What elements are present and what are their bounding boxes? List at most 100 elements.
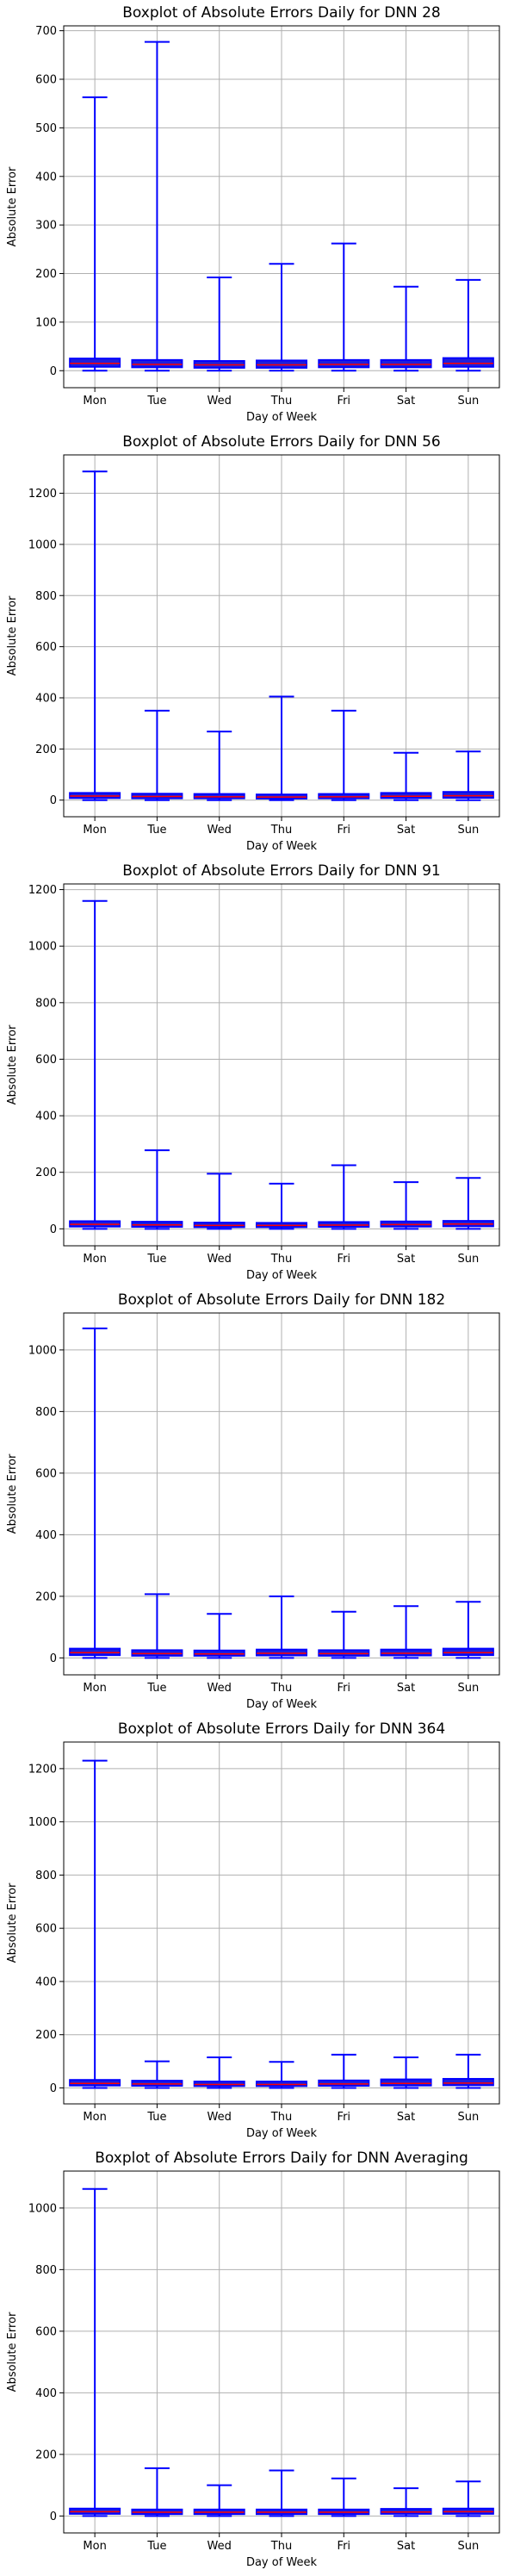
x-tick-label: Wed (208, 824, 232, 837)
y-tick-label: 800 (35, 2264, 57, 2277)
x-tick-label: Wed (208, 2111, 232, 2124)
x-tick-label: Thu (270, 1682, 292, 1695)
y-tick-label: 1000 (28, 1344, 57, 1357)
box-wed (193, 1173, 245, 1230)
box-sat (380, 1181, 432, 1230)
x-tick-label: Sat (397, 1253, 415, 1266)
y-axis-label: Absolute Error (6, 1882, 19, 1963)
y-tick-label: 500 (35, 122, 57, 135)
y-axis: 0 100 200 300 400 500 600 700 (35, 25, 64, 378)
x-axis-label: Day of Week (246, 1269, 318, 1282)
y-tick-label: 1000 (28, 941, 57, 954)
box-fri (318, 2477, 370, 2517)
chart-title: Boxplot of Absolute Errors Daily for DNN… (118, 1720, 445, 1738)
y-tick-label: 600 (35, 74, 57, 87)
box-tue (131, 40, 183, 372)
y-tick-label: 400 (35, 1529, 57, 1542)
box-tue (131, 1149, 183, 1230)
x-tick-label: Sat (397, 824, 415, 837)
x-tick-label: Wed (208, 395, 232, 408)
chart-svg: Boxplot of Absolute Errors Daily for DNN… (6, 2150, 500, 2569)
y-tick-label: 0 (50, 2511, 57, 2523)
y-axis-label: Absolute Error (6, 1024, 19, 1104)
x-axis: Mon Tue Wed Thu Fri Sat Sun (83, 1246, 479, 1266)
x-tick-label: Fri (338, 824, 351, 837)
box-sat (380, 2487, 432, 2517)
y-axis: 0 200 400 600 800 1000 1200 (28, 884, 64, 1236)
x-tick-label: Fri (338, 1682, 351, 1695)
chart-panel: Boxplot of Absolute Errors Daily for DNN… (0, 429, 508, 858)
x-axis-label: Day of Week (246, 840, 318, 853)
chart-svg: Boxplot of Absolute Errors Daily for DNN… (6, 1720, 500, 2140)
box-sun (442, 278, 494, 372)
chart-title: Boxplot of Absolute Errors Daily for DNN… (122, 433, 441, 451)
x-tick-label: Tue (146, 824, 166, 837)
x-axis: Mon Tue Wed Thu Fri Sat Sun (83, 388, 479, 408)
x-tick-label: Sun (457, 824, 479, 837)
box-sat (380, 751, 432, 801)
chart-panel: Boxplot of Absolute Errors Daily for DNN… (0, 0, 508, 429)
box-sat (380, 2056, 432, 2089)
x-tick-label: Wed (208, 1682, 232, 1695)
y-tick-label: 600 (35, 1467, 57, 1480)
x-tick-label: Sat (397, 2111, 415, 2124)
x-tick-label: Mon (83, 1682, 106, 1695)
box-iqr (193, 2081, 245, 2088)
y-axis: 0 200 400 600 800 1000 1200 (28, 488, 64, 807)
y-tick-label: 200 (35, 1167, 57, 1179)
x-tick-label: Tue (146, 2540, 166, 2553)
x-tick-label: Sun (457, 395, 479, 408)
chart-title: Boxplot of Absolute Errors Daily for DNN… (95, 2150, 468, 2167)
box-iqr (69, 1647, 121, 1657)
box-mon (69, 899, 121, 1230)
y-tick-label: 200 (35, 2448, 57, 2461)
box-mon (69, 1327, 121, 1659)
y-tick-label: 200 (35, 744, 57, 756)
x-tick-label: Sun (457, 1253, 479, 1266)
y-tick-label: 1000 (28, 2202, 57, 2215)
box-tue (131, 1593, 183, 1659)
x-axis-label: Day of Week (246, 411, 318, 424)
y-tick-label: 400 (35, 171, 57, 184)
box-mon (69, 96, 121, 372)
y-tick-label: 0 (50, 794, 57, 807)
chart-panel: Boxplot of Absolute Errors Daily for DNN… (0, 2145, 508, 2574)
y-tick-label: 800 (35, 997, 57, 1010)
boxes (69, 2187, 494, 2517)
x-tick-label: Wed (208, 2540, 232, 2553)
grid (64, 884, 499, 1246)
y-tick-label: 600 (35, 1923, 57, 1936)
box-fri (318, 242, 370, 372)
box-iqr (256, 359, 307, 369)
x-tick-label: Sun (457, 1682, 479, 1695)
x-tick-label: Thu (270, 824, 292, 837)
y-axis-label: Absolute Error (6, 595, 19, 675)
chart-svg: Boxplot of Absolute Errors Daily for DNN… (6, 862, 500, 1282)
x-axis-label: Day of Week (246, 2556, 318, 2569)
box-thu (256, 695, 307, 801)
y-tick-label: 100 (35, 316, 57, 329)
box-thu (256, 263, 307, 372)
y-tick-label: 0 (50, 1223, 57, 1236)
box-iqr (442, 1647, 494, 1657)
box-iqr (318, 2079, 370, 2087)
chart-panel: Boxplot of Absolute Errors Daily for DNN… (0, 858, 508, 1287)
x-tick-label: Mon (83, 824, 106, 837)
box-iqr (256, 2081, 307, 2088)
x-axis: Mon Tue Wed Thu Fri Sat Sun (83, 2533, 479, 2553)
y-axis: 0 200 400 600 800 1000 (28, 2202, 64, 2523)
box-iqr (69, 2079, 121, 2087)
y-tick-label: 400 (35, 692, 57, 705)
y-tick-label: 400 (35, 2387, 57, 2400)
box-fri (318, 1164, 370, 1230)
y-tick-label: 200 (35, 2029, 57, 2042)
chart-panel: Boxplot of Absolute Errors Daily for DNN… (0, 1287, 508, 1716)
x-tick-label: Tue (146, 1682, 166, 1695)
box-iqr (131, 358, 183, 369)
x-tick-label: Tue (146, 2111, 166, 2124)
chart-title: Boxplot of Absolute Errors Daily for DNN… (122, 862, 441, 880)
box-iqr (380, 358, 432, 369)
y-axis: 0 200 400 600 800 1000 1200 (28, 1763, 64, 2095)
x-tick-label: Thu (270, 2540, 292, 2553)
box-wed (193, 2484, 245, 2517)
